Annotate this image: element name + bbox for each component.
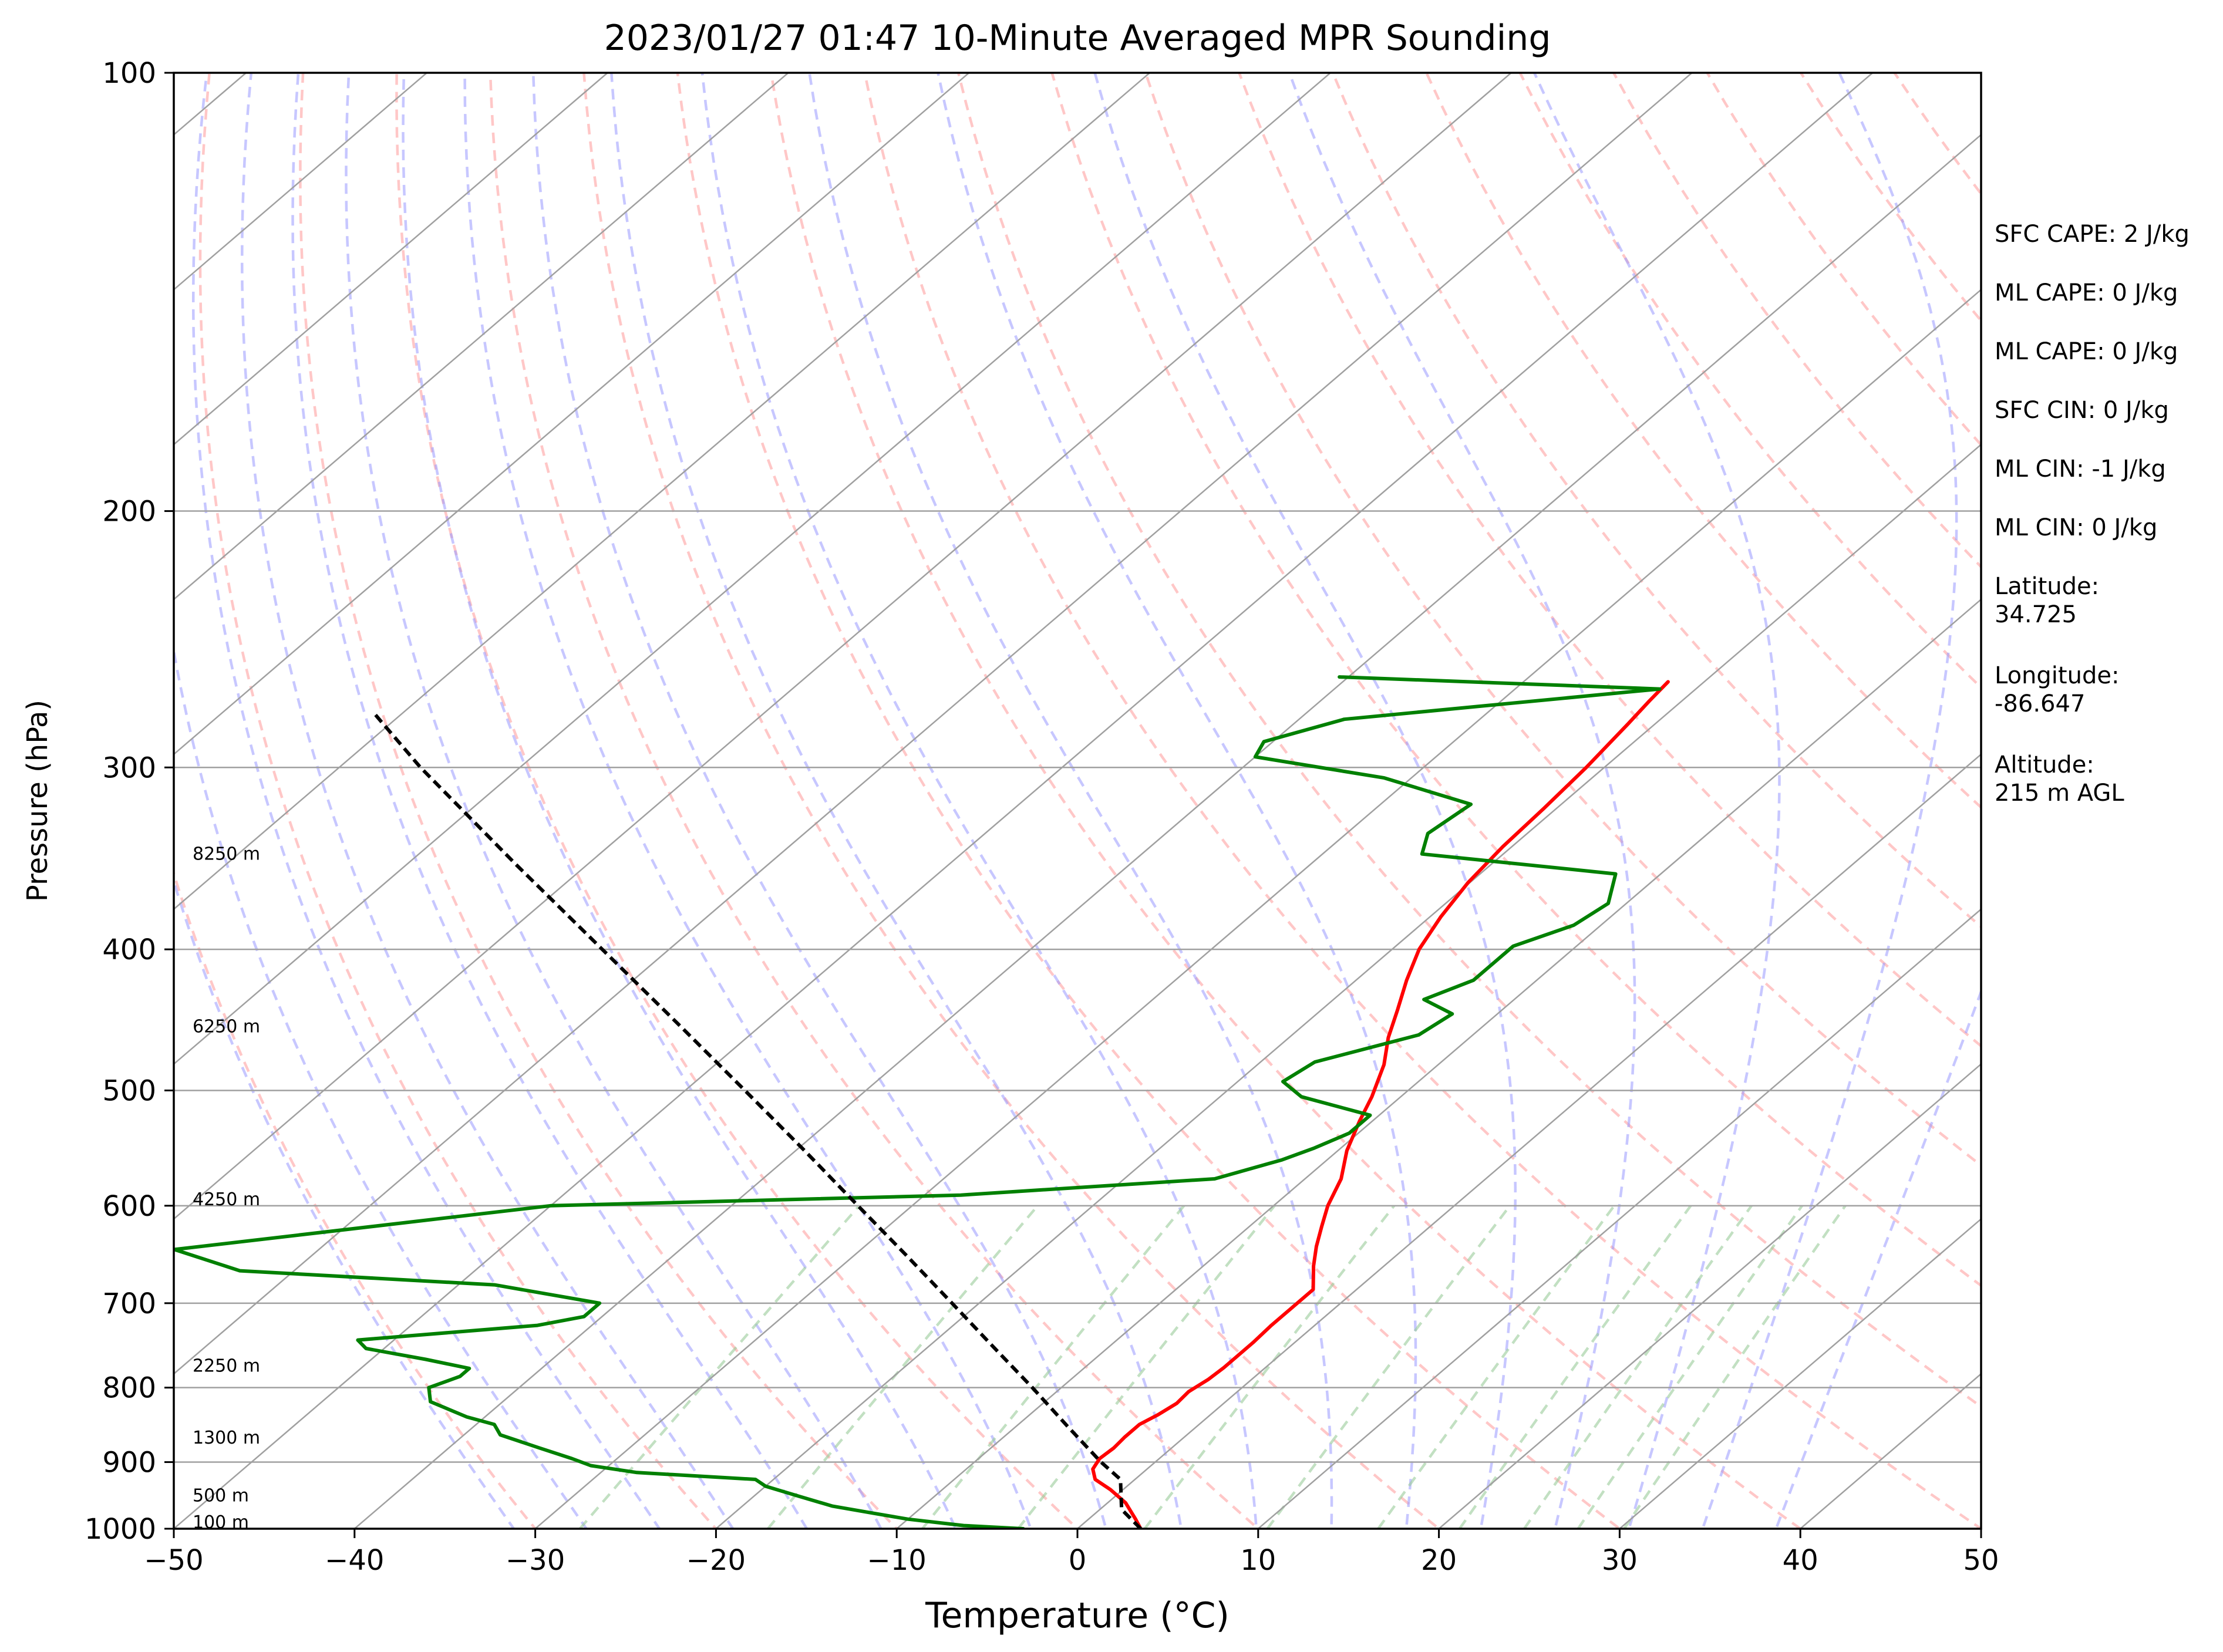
x-tick-label: 0	[1069, 1544, 1087, 1577]
height-label: 500 m	[193, 1486, 249, 1506]
height-label: 100 m	[193, 1512, 249, 1533]
x-tick-label: 10	[1240, 1544, 1276, 1577]
stats-annotation-text: ML CAPE: 0 J/kg	[1995, 338, 2178, 365]
x-tick-label: 50	[1963, 1544, 1999, 1577]
y-tick-label: 200	[102, 495, 156, 528]
height-label: 6250 m	[193, 1017, 260, 1037]
y-tick-label: 400	[102, 933, 156, 966]
height-label: 2250 m	[193, 1356, 260, 1377]
height-label: 1300 m	[193, 1428, 260, 1448]
stats-annotation-text: Altitude:	[1995, 751, 2094, 778]
stats-annotation-text: 215 m AGL	[1995, 780, 2124, 807]
stats-annotation-text: Latitude:	[1995, 573, 2099, 600]
height-label: 4250 m	[193, 1189, 260, 1210]
y-tick-label: 100	[102, 57, 156, 90]
y-tick-label: 500	[102, 1074, 156, 1107]
chart-title: 2023/01/27 01:47 10-Minute Averaged MPR …	[604, 18, 1551, 59]
y-tick-label: 800	[102, 1372, 156, 1405]
stats-annotation-text: 34.725	[1995, 601, 2077, 628]
x-tick-label: 20	[1421, 1544, 1457, 1577]
x-tick-label: −20	[686, 1544, 746, 1577]
stats-annotation-text: SFC CAPE: 2 J/kg	[1995, 221, 2190, 248]
stats-annotation-text: -86.647	[1995, 690, 2085, 717]
x-tick-label: −10	[867, 1544, 927, 1577]
x-tick-label: 40	[1783, 1544, 1818, 1577]
stats-annotation-text: ML CIN: 0 J/kg	[1995, 514, 2157, 541]
stats-annotation-text: ML CIN: -1 J/kg	[1995, 456, 2166, 483]
x-tick-label: −40	[325, 1544, 384, 1577]
y-axis-label: Pressure (hPa)	[21, 700, 54, 902]
height-label: 8250 m	[193, 844, 260, 865]
y-tick-label: 900	[102, 1447, 156, 1479]
y-tick-label: 300	[102, 751, 156, 784]
stats-annotation-text: Longitude:	[1995, 662, 2119, 689]
y-tick-label: 1000	[85, 1513, 156, 1546]
stats-annotation-text: ML CAPE: 0 J/kg	[1995, 279, 2178, 306]
y-tick-label: 700	[102, 1287, 156, 1320]
x-axis-label: Temperature (°C)	[925, 1595, 1230, 1636]
x-tick-label: −30	[506, 1544, 565, 1577]
x-tick-label: −50	[144, 1544, 203, 1577]
x-tick-label: 30	[1602, 1544, 1638, 1577]
y-tick-label: 600	[102, 1190, 156, 1223]
stats-annotation-text: SFC CIN: 0 J/kg	[1995, 397, 2169, 424]
